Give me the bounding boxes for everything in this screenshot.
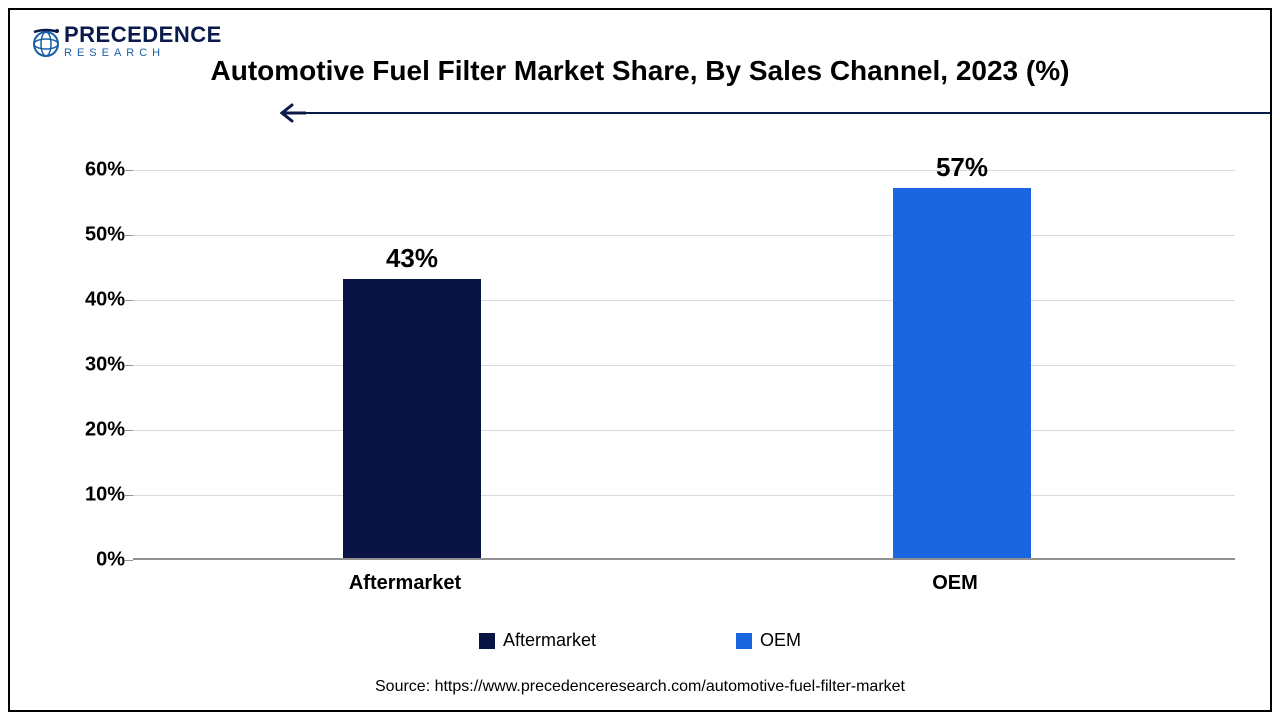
y-tick — [125, 170, 133, 171]
legend-item-oem: OEM — [736, 630, 801, 651]
bar-aftermarket: 43% — [343, 279, 481, 559]
bar-value-label: 43% — [343, 243, 481, 274]
logo-text: PRECEDENCE RESEARCH — [64, 24, 222, 59]
source-citation: Source: https://www.precedenceresearch.c… — [10, 678, 1270, 696]
y-axis-label: 40% — [65, 289, 125, 312]
gridline — [133, 365, 1235, 366]
legend-label: OEM — [760, 630, 801, 651]
arrow-left-icon — [280, 102, 306, 124]
logo-globe-icon — [30, 26, 62, 58]
y-axis-label: 60% — [65, 159, 125, 182]
y-tick — [125, 365, 133, 366]
y-axis-label: 0% — [65, 549, 125, 572]
x-axis-label-oem: OEM — [815, 572, 1095, 595]
brand-logo: PRECEDENCE RESEARCH — [30, 24, 222, 59]
x-axis-line — [133, 558, 1235, 560]
chart-title: Automotive Fuel Filter Market Share, By … — [10, 55, 1270, 87]
legend-swatch — [479, 633, 495, 649]
y-tick — [125, 235, 133, 236]
logo-brand-main: PRECEDENCE — [64, 24, 222, 46]
decorative-arrow — [280, 102, 1270, 126]
gridline — [133, 300, 1235, 301]
arrow-shaft — [300, 112, 1270, 114]
chart-plot-area: 0%10%20%30%40%50%60%43%57% — [85, 170, 1235, 560]
legend-swatch — [736, 633, 752, 649]
y-tick — [125, 430, 133, 431]
bar-value-label: 57% — [893, 152, 1031, 183]
gridline — [133, 495, 1235, 496]
y-axis-label: 30% — [65, 354, 125, 377]
chart-legend: Aftermarket OEM — [10, 630, 1270, 651]
bar-oem: 57% — [893, 188, 1031, 559]
legend-label: Aftermarket — [503, 630, 596, 651]
y-axis-label: 20% — [65, 419, 125, 442]
gridline — [133, 430, 1235, 431]
gridline — [133, 170, 1235, 171]
legend-item-aftermarket: Aftermarket — [479, 630, 596, 651]
chart-frame: PRECEDENCE RESEARCH Automotive Fuel Filt… — [8, 8, 1272, 712]
y-tick — [125, 560, 133, 561]
y-axis-label: 10% — [65, 484, 125, 507]
x-axis-label-aftermarket: Aftermarket — [265, 572, 545, 595]
y-tick — [125, 495, 133, 496]
y-axis-label: 50% — [65, 224, 125, 247]
gridline — [133, 235, 1235, 236]
y-tick — [125, 300, 133, 301]
